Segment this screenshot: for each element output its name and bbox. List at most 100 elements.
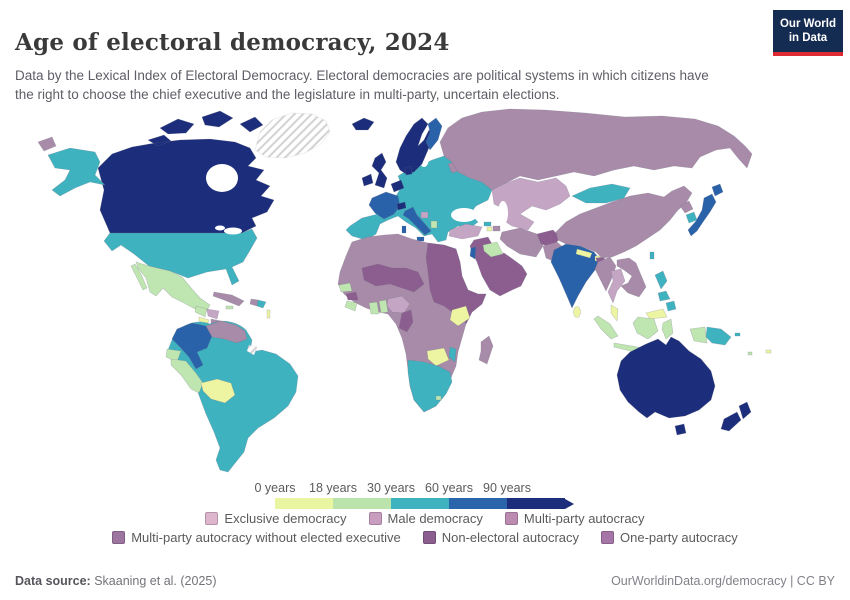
region-greenland[interactable] xyxy=(254,112,331,159)
colorbar-segment-0[interactable] xyxy=(275,498,333,509)
region-lesotho[interactable] xyxy=(435,395,442,401)
legend-swatch-multi-party-autocracy xyxy=(504,512,518,525)
region-peru[interactable] xyxy=(170,358,204,394)
region-lesser-antilles[interactable] xyxy=(266,309,271,319)
footer-separator: | xyxy=(786,574,797,588)
region-armenia[interactable] xyxy=(486,226,493,232)
region-myanmar[interactable] xyxy=(594,256,617,292)
region-russia-far-east[interactable] xyxy=(37,136,57,152)
region-ghana[interactable] xyxy=(368,301,380,315)
license-link[interactable]: CC BY xyxy=(796,574,835,588)
legend-item-male-democracy[interactable]: Male democracy xyxy=(368,511,483,526)
region-australia[interactable] xyxy=(616,336,716,436)
region-haiti[interactable] xyxy=(249,298,259,307)
region-malaysia[interactable] xyxy=(610,304,668,322)
color-scale: 0 years 18 years 30 years 60 years 90 ye… xyxy=(255,481,585,511)
region-sahel[interactable] xyxy=(361,263,425,293)
legend-item-non-electoral-autocracy[interactable]: Non-electoral autocracy xyxy=(422,530,580,545)
region-iran[interactable] xyxy=(499,227,544,258)
region-venezuela[interactable] xyxy=(205,320,248,344)
region-united-kingdom[interactable] xyxy=(371,152,388,189)
region-china[interactable] xyxy=(555,185,693,259)
region-dominican-republic[interactable] xyxy=(256,299,267,309)
region-switzerland[interactable] xyxy=(396,201,407,211)
region-alaska[interactable] xyxy=(47,147,106,197)
region-benelux[interactable] xyxy=(390,179,405,193)
region-cameroon-gabon[interactable] xyxy=(398,309,414,333)
owid-logo-line2: in Data xyxy=(788,32,828,45)
region-france[interactable] xyxy=(368,191,401,220)
region-mexico[interactable] xyxy=(130,261,211,313)
region-iceland[interactable] xyxy=(351,117,375,131)
tick-60: 60 years xyxy=(425,481,473,495)
legend-swatch-non-electoral-autocracy xyxy=(422,531,436,544)
region-philippines[interactable] xyxy=(654,270,677,312)
region-senegal[interactable] xyxy=(338,282,353,293)
legend-item-multi-party-autocracy[interactable]: Multi-party autocracy xyxy=(504,511,645,526)
region-french-guiana[interactable] xyxy=(246,344,258,356)
world-choropleth-map xyxy=(37,108,772,473)
category-legend-row-2: Multi-party autocracy without elected ex… xyxy=(0,530,850,545)
legend-item-exclusive-democracy[interactable]: Exclusive democracy xyxy=(205,511,347,526)
legend-label-multi-party-autocracy: Multi-party autocracy xyxy=(523,511,645,526)
region-turkey[interactable] xyxy=(448,223,483,240)
region-mongolia[interactable] xyxy=(571,183,631,204)
region-northeast-africa[interactable] xyxy=(425,242,487,325)
region-india[interactable] xyxy=(550,243,601,309)
region-colombia[interactable] xyxy=(171,322,213,370)
region-madagascar[interactable] xyxy=(478,335,494,365)
region-papua-new-guinea[interactable] xyxy=(705,326,732,346)
legend-label-one-party-autocracy: One-party autocracy xyxy=(620,530,738,545)
legend-label-multi-party-autocracy-without-exec: Multi-party autocracy without elected ex… xyxy=(131,530,401,545)
region-albania[interactable] xyxy=(430,220,438,229)
region-bolivia[interactable] xyxy=(200,378,236,404)
region-thailand[interactable] xyxy=(607,268,626,304)
region-japan[interactable] xyxy=(687,183,724,237)
region-georgia[interactable] xyxy=(483,221,492,227)
region-kenya[interactable] xyxy=(449,305,471,327)
colorbar-segment-2[interactable] xyxy=(391,498,449,509)
data-source-label: Data source: xyxy=(15,574,91,588)
region-taiwan[interactable] xyxy=(649,251,655,260)
owid-logo[interactable]: Our World in Data xyxy=(773,10,843,56)
region-sri-lanka[interactable] xyxy=(573,306,581,318)
region-jamaica[interactable] xyxy=(225,305,234,310)
colorbar-segment-3[interactable] xyxy=(449,498,507,509)
region-canada[interactable] xyxy=(97,110,275,234)
footer-links: OurWorldinData.org/democracy | CC BY xyxy=(611,574,835,588)
colorbar-segment-1[interactable] xyxy=(333,498,391,509)
region-sierra-leone-liberia[interactable] xyxy=(344,300,358,312)
owid-url-link[interactable]: OurWorldinData.org/democracy xyxy=(611,574,787,588)
legend-item-one-party-autocracy[interactable]: One-party autocracy xyxy=(601,530,738,545)
region-iraq[interactable] xyxy=(482,241,504,258)
page-title: Age of electoral democracy, 2024 xyxy=(15,29,450,57)
colorbar-segment-4[interactable] xyxy=(507,498,565,509)
region-russia[interactable] xyxy=(439,108,753,191)
region-finland[interactable] xyxy=(425,117,443,151)
region-cuba[interactable] xyxy=(212,291,245,307)
region-togo-benin[interactable] xyxy=(378,299,389,314)
region-italy[interactable] xyxy=(401,206,432,242)
region-north-korea[interactable] xyxy=(679,200,694,214)
region-solomon-islands[interactable] xyxy=(734,332,741,337)
region-vanuatu[interactable] xyxy=(747,351,753,356)
region-guinea[interactable] xyxy=(345,291,359,301)
region-zambia[interactable] xyxy=(426,347,450,367)
legend-swatch-exclusive-democracy xyxy=(205,512,219,525)
colorbar-arrow xyxy=(565,498,574,509)
region-malawi[interactable] xyxy=(448,346,457,363)
legend-item-multi-party-autocracy-without-exec[interactable]: Multi-party autocracy without elected ex… xyxy=(112,530,401,545)
region-azerbaijan[interactable] xyxy=(492,225,501,232)
legend-label-non-electoral-autocracy: Non-electoral autocracy xyxy=(441,530,580,545)
region-nepal[interactable] xyxy=(575,248,593,259)
region-fiji[interactable] xyxy=(765,349,772,354)
region-usa[interactable] xyxy=(103,228,258,286)
region-ireland[interactable] xyxy=(361,173,374,187)
region-honduras[interactable] xyxy=(206,308,220,320)
region-indochina[interactable] xyxy=(616,257,647,298)
region-new-zealand[interactable] xyxy=(720,401,752,432)
region-denmark[interactable] xyxy=(404,165,413,176)
region-israel[interactable] xyxy=(469,246,477,260)
region-guatemala[interactable] xyxy=(194,305,208,318)
region-bosnia[interactable] xyxy=(420,211,429,219)
